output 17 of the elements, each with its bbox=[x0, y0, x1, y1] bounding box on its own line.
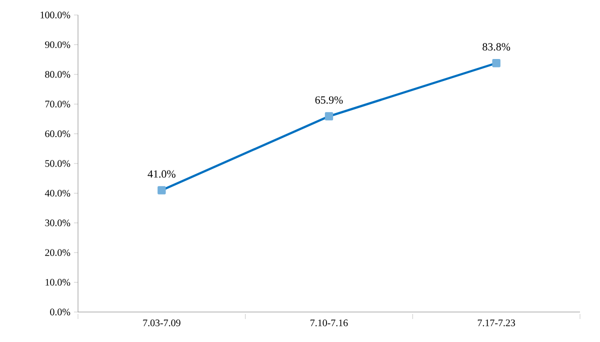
y-tick-label: 50.0% bbox=[45, 160, 70, 167]
x-tick-label: 7.17-7.23 bbox=[478, 320, 516, 326]
y-tick-label: 90.0% bbox=[45, 41, 70, 48]
x-tick-label: 7.10-7.16 bbox=[310, 320, 348, 326]
y-tick-label: 0.0% bbox=[50, 308, 70, 316]
data-label: 41.0% bbox=[148, 170, 176, 178]
y-tick-label: 20.0% bbox=[45, 249, 70, 256]
y-tick-label: 60.0% bbox=[45, 130, 70, 138]
data-label: 83.8% bbox=[482, 43, 510, 51]
data-label: 65.9% bbox=[315, 96, 343, 104]
y-tick-label: 100.0% bbox=[40, 12, 70, 18]
y-tick-label: 80.0% bbox=[45, 71, 70, 78]
y-tick-label: 10.0% bbox=[46, 278, 70, 286]
x-tick-label: 7.03-7.09 bbox=[143, 320, 180, 326]
y-tick-label: 40.0% bbox=[44, 190, 70, 197]
y-tick-label: 70.0% bbox=[45, 100, 70, 108]
y-tick-label: 30.0% bbox=[45, 220, 70, 226]
